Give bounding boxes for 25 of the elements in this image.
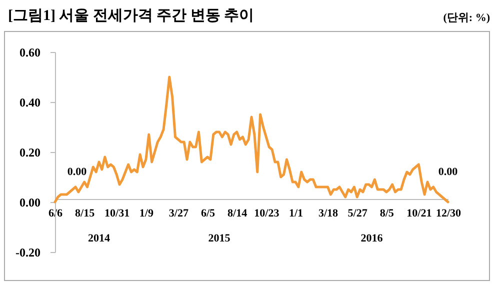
x-tick-label: 1/1 xyxy=(288,208,304,220)
annotation: 2015 xyxy=(208,232,231,245)
x-tick-label: 10/23 xyxy=(254,208,280,220)
y-tick-label: 0.00 xyxy=(20,196,40,210)
x-tick-label: 6/5 xyxy=(200,208,216,220)
x-tick-label: 1/9 xyxy=(139,208,154,220)
x-tick-label: 10/31 xyxy=(104,208,130,220)
y-tick-label: 0.20 xyxy=(20,146,40,160)
y-tick-label: 0.40 xyxy=(20,96,40,110)
x-tick-label: 8/5 xyxy=(380,208,394,220)
annotation: 2016 xyxy=(360,232,384,245)
x-tick-label: 8/15 xyxy=(75,208,96,220)
chart-title: [그림1] 서울 전세가격 주간 변동 추이 xyxy=(8,7,254,25)
x-tick-label: 5/27 xyxy=(348,208,368,220)
x-tick-label: 10/21 xyxy=(406,208,432,220)
annotation: 2014 xyxy=(88,232,110,245)
y-tick-label: 0.60 xyxy=(20,46,40,60)
annotation: 0.00 xyxy=(67,166,88,178)
x-tick-label: 3/27 xyxy=(168,208,189,220)
x-tick-label: 12/30 xyxy=(436,208,462,220)
y-tick-label: -0.20 xyxy=(16,246,40,260)
x-tick-label: 8/14 xyxy=(228,208,248,220)
annotation: 0.00 xyxy=(438,166,458,178)
text: (단위: %) xyxy=(443,11,490,25)
x-tick-label: 3/18 xyxy=(318,208,339,220)
